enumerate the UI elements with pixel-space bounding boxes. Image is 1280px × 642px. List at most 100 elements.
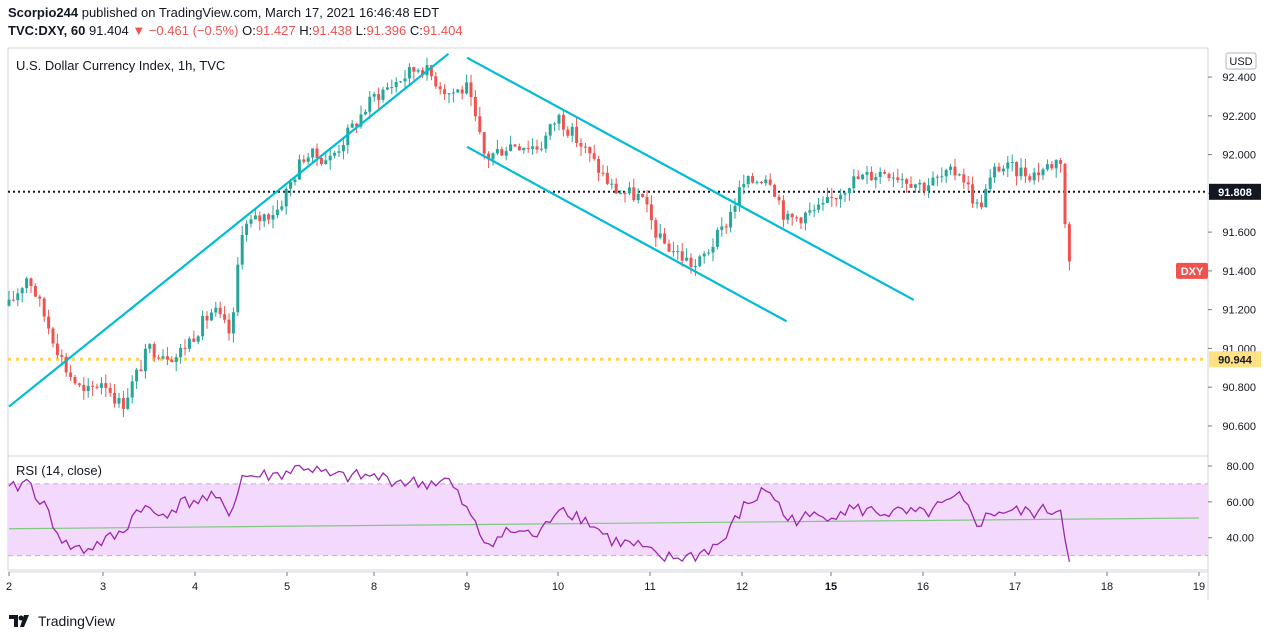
candle [935,174,939,187]
candle [130,375,134,404]
publisher-name[interactable]: Scorpio244 [8,5,79,20]
footer-brand[interactable]: TradingView [8,613,115,629]
time-tick-label: 9 [464,581,470,593]
candle [539,141,543,152]
candle [522,147,526,154]
candle [878,167,882,185]
price-tick-label: 90.800 [1222,382,1256,394]
candle [592,144,596,161]
candle [764,175,768,186]
candle [654,217,658,247]
candle [777,194,781,205]
candle [504,146,508,161]
rsi-line [8,464,1071,563]
candle [913,183,917,193]
candle [500,146,504,156]
candle [962,168,966,189]
trendline-3[interactable] [466,145,788,323]
candle [993,163,997,184]
currency-badge[interactable]: USD [1225,52,1257,70]
candle [834,197,838,207]
candle [82,377,86,400]
candle [790,212,794,226]
trendline-2[interactable] [466,56,915,301]
down-arrow-icon: ▼ [132,23,146,38]
time-tick-label: 15 [825,581,837,593]
candle [407,63,411,87]
candle [346,124,350,154]
candle [861,173,865,180]
time-tick-label: 3 [100,581,106,593]
candle [38,294,42,307]
candle [614,178,618,194]
candle [69,364,73,381]
candle [561,110,565,137]
candle [623,191,627,203]
candle [86,377,90,398]
candle [1006,155,1010,178]
candle [77,382,81,388]
candle [900,173,904,188]
candle [781,194,785,228]
low-label: L: [355,23,367,38]
candle [368,91,372,119]
candle [909,176,913,188]
symbol-label[interactable]: TVC:DXY, 60 [8,23,86,38]
candle [394,77,398,93]
candle [896,168,900,183]
candle [856,170,860,180]
candle [267,212,271,225]
candle [328,147,332,170]
candle [157,354,161,361]
candle [1015,161,1019,186]
candle [20,287,24,303]
candle [720,217,724,237]
candle [165,347,169,366]
candle [1023,158,1027,184]
publish-text: published on TradingView.com, March 17, … [81,5,440,20]
candle [746,175,750,189]
candle [821,196,825,211]
candle [724,223,728,234]
candle [377,87,381,109]
candle [258,211,262,231]
candle [1032,167,1036,185]
candle [1041,167,1045,181]
candle [817,197,821,214]
price-tick-label: 90.600 [1222,421,1256,433]
candle [755,180,759,185]
candle [183,339,187,356]
candle [812,204,816,218]
time-tick-label: 12 [736,581,748,593]
candle [341,139,345,160]
high-label: H: [299,23,313,38]
candle [297,154,301,180]
candle [605,165,609,186]
candle [949,163,953,176]
candle [280,200,284,212]
candle [350,120,354,128]
candle [632,178,636,202]
candle [825,187,829,204]
candle [601,164,605,177]
open-value: 91.427 [255,23,296,38]
candle [843,191,847,202]
trendline-1[interactable] [8,52,450,408]
candle [729,204,733,233]
candle [227,313,231,341]
candle [385,82,389,91]
candle [438,81,442,95]
candle [271,205,275,229]
candle [707,249,711,256]
price-tick-label: 91.200 [1222,305,1256,317]
candle [482,132,486,160]
candle [447,92,451,104]
time-tick-label: 18 [1101,581,1113,593]
candle [95,383,99,390]
horizontal-line-label: 90.944 [1209,351,1261,368]
candle [337,144,341,158]
candle [583,142,587,154]
last-price: 91.404 [88,23,129,38]
candle [1045,159,1049,172]
